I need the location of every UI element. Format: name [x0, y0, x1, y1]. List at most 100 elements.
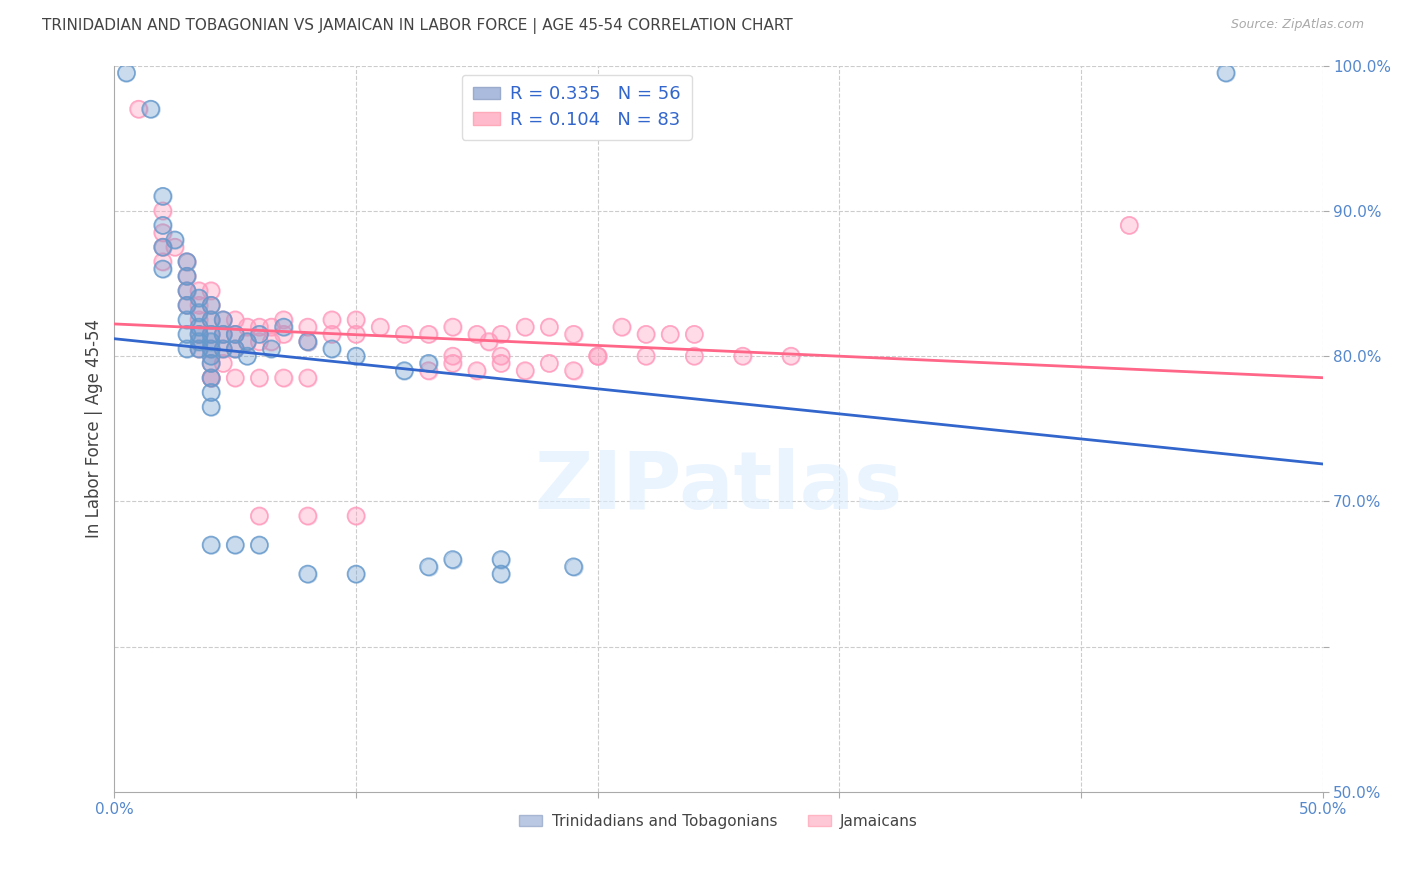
Point	[586, 349, 609, 363]
Point	[273, 327, 295, 342]
Point	[489, 356, 512, 370]
Point	[176, 313, 198, 327]
Point	[344, 313, 367, 327]
Point	[236, 334, 259, 349]
Point	[297, 320, 319, 334]
Point	[224, 342, 246, 356]
Point	[478, 334, 501, 349]
Point	[260, 342, 283, 356]
Point	[297, 320, 319, 334]
Point	[634, 349, 657, 363]
Point	[200, 284, 222, 298]
Point	[224, 313, 246, 327]
Point	[212, 356, 235, 370]
Point	[152, 240, 174, 254]
Point	[297, 334, 319, 349]
Point	[200, 371, 222, 385]
Point	[515, 320, 537, 334]
Point	[683, 327, 706, 342]
Point	[188, 327, 211, 342]
Point	[236, 349, 259, 363]
Point	[634, 327, 657, 342]
Point	[200, 371, 222, 385]
Point	[152, 203, 174, 218]
Point	[188, 305, 211, 319]
Point	[176, 284, 198, 298]
Point	[176, 254, 198, 268]
Point	[188, 313, 211, 327]
Point	[188, 327, 211, 342]
Point	[200, 356, 222, 370]
Point	[212, 356, 235, 370]
Point	[176, 269, 198, 284]
Point	[188, 298, 211, 312]
Point	[163, 233, 186, 247]
Point	[188, 342, 211, 356]
Point	[273, 313, 295, 327]
Point	[562, 327, 585, 342]
Point	[538, 356, 561, 370]
Point	[224, 371, 246, 385]
Point	[418, 364, 440, 378]
Point	[418, 364, 440, 378]
Point	[247, 327, 270, 342]
Point	[478, 334, 501, 349]
Point	[1215, 66, 1237, 80]
Point	[236, 320, 259, 334]
Point	[163, 233, 186, 247]
Point	[188, 342, 211, 356]
Point	[297, 508, 319, 523]
Point	[586, 349, 609, 363]
Point	[394, 327, 416, 342]
Point	[247, 371, 270, 385]
Point	[176, 327, 198, 342]
Point	[115, 66, 138, 80]
Point	[128, 102, 150, 116]
Point	[515, 364, 537, 378]
Point	[188, 313, 211, 327]
Point	[200, 298, 222, 312]
Point	[188, 298, 211, 312]
Point	[224, 538, 246, 552]
Point	[212, 327, 235, 342]
Point	[489, 552, 512, 566]
Point	[344, 327, 367, 342]
Point	[344, 508, 367, 523]
Point	[321, 342, 343, 356]
Point	[489, 327, 512, 342]
Point	[562, 559, 585, 574]
Point	[152, 254, 174, 268]
Point	[200, 356, 222, 370]
Point	[200, 349, 222, 363]
Point	[273, 327, 295, 342]
Point	[152, 240, 174, 254]
Point	[200, 342, 222, 356]
Point	[176, 284, 198, 298]
Point	[176, 298, 198, 312]
Point	[212, 342, 235, 356]
Point	[344, 327, 367, 342]
Point	[515, 320, 537, 334]
Point	[176, 327, 198, 342]
Point	[200, 342, 222, 356]
Point	[1215, 66, 1237, 80]
Point	[418, 327, 440, 342]
Point	[188, 291, 211, 305]
Point	[562, 559, 585, 574]
Point	[659, 327, 682, 342]
Point	[236, 334, 259, 349]
Point	[321, 313, 343, 327]
Point	[418, 559, 440, 574]
Point	[344, 508, 367, 523]
Point	[441, 552, 464, 566]
Point	[515, 364, 537, 378]
Point	[176, 342, 198, 356]
Point	[683, 327, 706, 342]
Point	[212, 327, 235, 342]
Point	[188, 327, 211, 342]
Point	[683, 349, 706, 363]
Point	[247, 320, 270, 334]
Point	[247, 508, 270, 523]
Point	[297, 334, 319, 349]
Point	[212, 313, 235, 327]
